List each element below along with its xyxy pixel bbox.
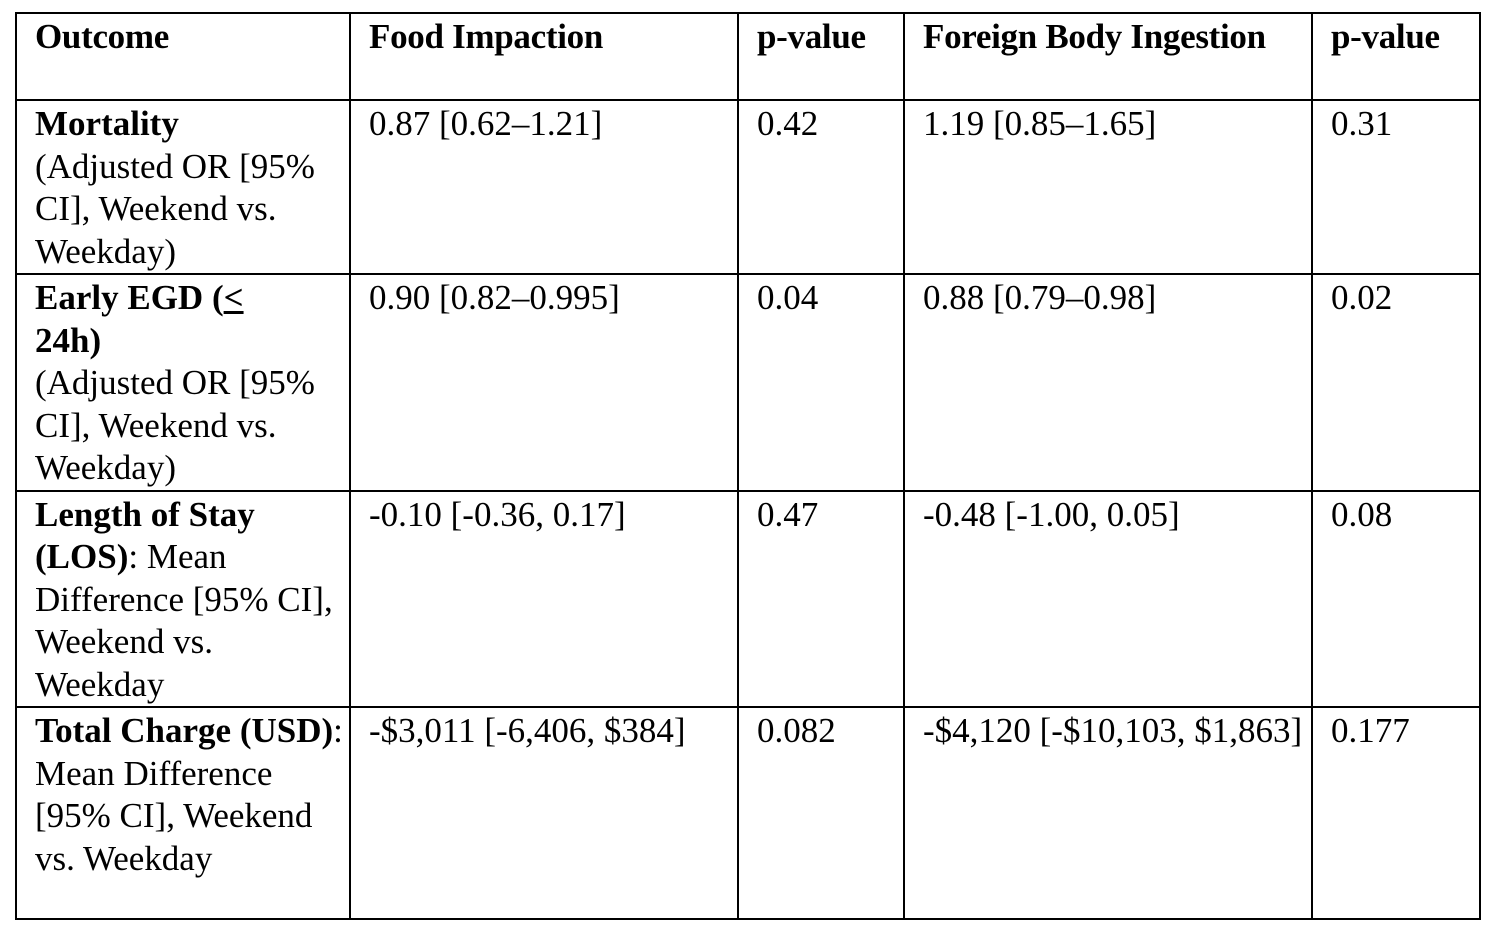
- outcome-label: Total Charge (USD): [35, 711, 334, 750]
- foreign-body-value: 1.19 [0.85–1.65]: [903, 99, 1313, 275]
- foreign-p-value: 0.08: [1311, 489, 1481, 708]
- foreign-p-value: 0.177: [1311, 706, 1481, 920]
- table-row: Mortality (Adjusted OR [95% CI], Weekend…: [15, 99, 1481, 275]
- outcomes-table: Outcome Food Impaction p-value Foreign B…: [15, 12, 1481, 920]
- table-row: Length of Stay (LOS): Mean Difference [9…: [15, 489, 1481, 708]
- header-food-impaction: Food Impaction: [349, 12, 739, 101]
- foreign-body-value: -$4,120 [-$10,103, $1,863]: [903, 706, 1313, 920]
- food-impaction-value: 0.87 [0.62–1.21]: [349, 99, 739, 275]
- outcome-label: Mortality: [35, 104, 179, 143]
- outcome-description: (Adjusted OR [95% CI], Weekend vs. Weekd…: [35, 363, 315, 487]
- outcome-description: (Adjusted OR [95% CI], Weekend vs. Weekd…: [35, 146, 315, 271]
- food-impaction-value: 0.90 [0.82–0.995]: [349, 273, 739, 492]
- outcome-label: Length of Stay (LOS): [35, 494, 255, 577]
- foreign-p-value: 0.02: [1311, 273, 1481, 492]
- table-row: Total Charge (USD): Mean Difference [95%…: [15, 706, 1481, 920]
- table-row: Early EGD (< 24h) (Adjusted OR [95% CI],…: [15, 273, 1481, 492]
- food-impaction-value: -0.10 [-0.36, 0.17]: [349, 489, 739, 708]
- outcome-label-part: Early EGD (: [35, 278, 224, 317]
- header-p-value-foreign: p-value: [1311, 12, 1481, 101]
- food-p-value: 0.47: [737, 489, 905, 708]
- food-p-value: 0.42: [737, 99, 905, 275]
- outcome-label-symbol: <: [223, 278, 244, 317]
- outcome-cell: Mortality (Adjusted OR [95% CI], Weekend…: [15, 99, 351, 275]
- foreign-body-value: -0.48 [-1.00, 0.05]: [903, 489, 1313, 708]
- foreign-p-value: 0.31: [1311, 99, 1481, 275]
- food-p-value: 0.082: [737, 706, 905, 920]
- outcome-label-part: 24h): [35, 320, 102, 360]
- outcome-cell: Length of Stay (LOS): Mean Difference [9…: [15, 489, 351, 708]
- header-p-value-food: p-value: [737, 12, 905, 101]
- outcome-description: : Mean Difference [95% CI], Weekend vs. …: [35, 711, 343, 878]
- header-outcome: Outcome: [15, 12, 351, 101]
- food-impaction-value: -$3,011 [-6,406, $384]: [349, 706, 739, 920]
- food-p-value: 0.04: [737, 273, 905, 492]
- foreign-body-value: 0.88 [0.79–0.98]: [903, 273, 1313, 492]
- outcome-cell: Total Charge (USD): Mean Difference [95%…: [15, 706, 351, 920]
- header-row: Outcome Food Impaction p-value Foreign B…: [15, 12, 1481, 101]
- outcome-label: Early EGD (< 24h): [35, 277, 343, 362]
- header-foreign-body-ingestion: Foreign Body Ingestion: [903, 12, 1313, 101]
- outcome-cell: Early EGD (< 24h) (Adjusted OR [95% CI],…: [15, 273, 351, 492]
- outcome-description: : Mean Difference [95% CI], Weekend vs. …: [35, 537, 333, 704]
